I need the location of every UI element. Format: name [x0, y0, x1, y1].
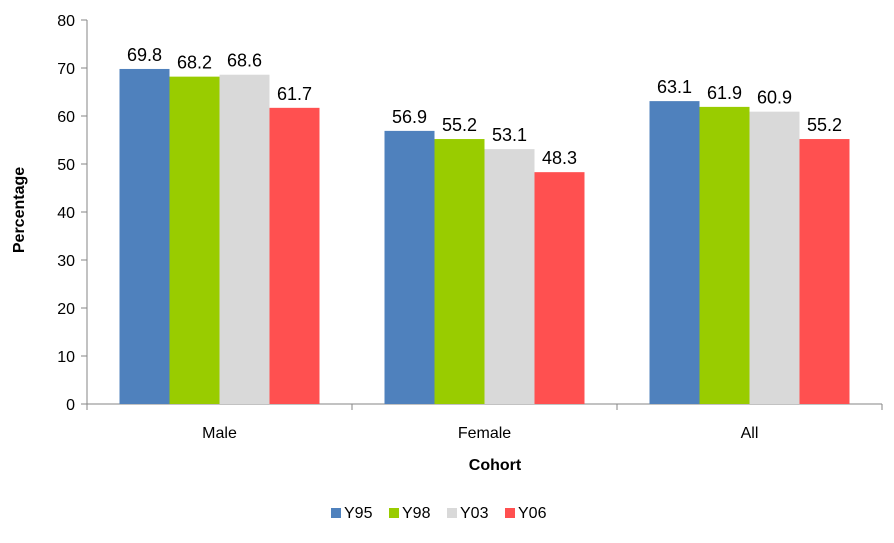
bar-y95-all [649, 101, 700, 405]
bar-y95-female [384, 130, 435, 404]
bar-y98-male [169, 76, 220, 404]
bar-y03-male [219, 74, 270, 404]
y-tick-label: 80 [57, 13, 75, 30]
data-label: 48.3 [542, 148, 577, 168]
data-label: 61.9 [707, 83, 742, 103]
data-label: 68.2 [177, 53, 212, 73]
data-label: 60.9 [757, 88, 792, 108]
x-tick-label: Male [202, 425, 237, 442]
y-tick-label: 60 [57, 109, 75, 126]
legend-label: Y95 [344, 505, 373, 522]
y-tick-label: 0 [66, 397, 75, 414]
y-tick-label: 70 [57, 61, 75, 78]
bar-y03-female [484, 149, 535, 404]
data-label: 53.1 [492, 125, 527, 145]
data-labels: 69.8 68.2 68.6 61.7 56.9 55.2 53.1 48.3 63.1 61.9… [127, 45, 842, 168]
x-axis-title: Cohort [469, 457, 522, 474]
data-label: 68.6 [227, 51, 262, 71]
bar-y06-all [799, 139, 850, 405]
data-label: 69.8 [127, 45, 162, 65]
legend-swatch [331, 508, 341, 518]
y-tick-label: 50 [57, 157, 75, 174]
data-label: 63.1 [657, 77, 692, 97]
y-tick-label: 10 [57, 349, 75, 366]
bar-y06-female [534, 172, 585, 404]
legend-swatch [389, 508, 399, 518]
y-axis-title: Percentage [11, 167, 28, 253]
legend-label: Y03 [460, 505, 489, 522]
bar-y95-male [119, 68, 170, 405]
legend-swatch [447, 508, 457, 518]
x-tick-label: All [741, 425, 759, 442]
data-label: 61.7 [277, 84, 312, 104]
y-tick-label: 30 [57, 253, 75, 270]
bar-y03-all [749, 111, 800, 405]
axes: 0 10 20 30 40 50 60 70 80 Male Female All [57, 13, 883, 442]
y-tick-label: 20 [57, 301, 75, 318]
data-label: 55.2 [807, 115, 842, 135]
bar-y98-all [699, 106, 750, 404]
x-tick-label: Female [458, 425, 511, 442]
legend: Y95 Y98 Y03 Y06 [331, 505, 547, 522]
legend-label: Y98 [402, 505, 431, 522]
bar-y06-male [269, 107, 320, 404]
data-label: 56.9 [392, 107, 427, 127]
legend-swatch [505, 508, 515, 518]
bar-y98-female [434, 139, 485, 405]
data-label: 55.2 [442, 115, 477, 135]
legend-label: Y06 [518, 505, 547, 522]
bars [119, 68, 850, 405]
y-tick-label: 40 [57, 205, 75, 222]
